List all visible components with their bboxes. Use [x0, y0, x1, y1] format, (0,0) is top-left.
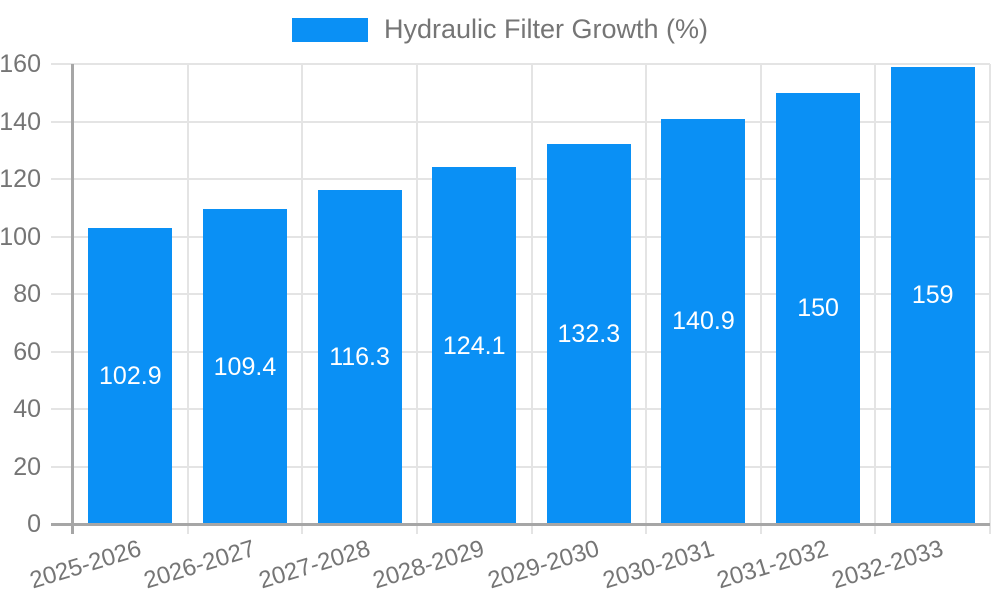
v-gridline	[874, 64, 877, 524]
y-tick-mark	[51, 350, 73, 353]
y-axis-line	[71, 64, 74, 534]
v-gridline	[301, 64, 304, 524]
y-axis-label: 40	[13, 395, 41, 423]
x-tick-mark	[874, 524, 877, 534]
x-axis-line	[51, 523, 990, 526]
bar[interactable]	[88, 228, 173, 524]
y-axis-label: 140	[0, 107, 41, 136]
x-tick-mark	[645, 524, 648, 534]
legend-label: Hydraulic Filter Growth (%)	[383, 14, 709, 44]
bar-value-label: 124.1	[442, 331, 506, 360]
bar[interactable]	[202, 209, 287, 524]
y-tick-mark	[51, 178, 73, 180]
bar-value-label: 102.9	[99, 362, 162, 391]
y-tick-mark	[51, 465, 73, 468]
bar-value-label: 132.3	[557, 319, 621, 348]
y-axis-label: 120	[0, 165, 41, 193]
bar[interactable]	[317, 189, 402, 524]
y-tick-mark	[51, 293, 73, 295]
bar[interactable]	[776, 92, 861, 524]
x-axis-label: 2027-2028	[255, 535, 374, 595]
legend: Hydraulic Filter Growth (%)	[0, 16, 1000, 43]
y-axis-label: 0	[27, 510, 41, 538]
x-axis-label: 2032-2033	[828, 535, 947, 595]
x-axis-label: 2028-2029	[370, 535, 488, 595]
y-tick-mark	[51, 120, 73, 123]
x-axis-label: 2030-2031	[599, 535, 718, 595]
x-axis-label: 2029-2030	[484, 535, 603, 595]
y-axis-label: 20	[13, 452, 41, 481]
x-tick-mark	[415, 524, 418, 534]
bar[interactable]	[890, 66, 975, 524]
y-axis-label: 80	[13, 280, 41, 308]
plot-area: 0 20 40 60 80 100 120 140 160 102.9 2025-2026 109.4…	[0, 51, 991, 594]
v-gridline	[759, 64, 762, 524]
x-axis-label: 2031-2032	[714, 535, 832, 595]
x-axis-label: 2026-2027	[140, 535, 259, 595]
bar[interactable]	[661, 118, 746, 524]
v-gridline	[186, 64, 189, 524]
bar-value-label: 116.3	[329, 342, 390, 371]
bar[interactable]	[432, 167, 517, 524]
y-axis-label: 160	[0, 50, 41, 78]
y-axis-label: 100	[0, 222, 41, 251]
y-tick-mark	[51, 63, 73, 65]
bar-value-label: 159	[911, 281, 954, 310]
bar-value-label: 140.9	[672, 307, 735, 336]
bar-value-label: 109.4	[213, 352, 277, 381]
x-tick-mark	[759, 524, 762, 534]
x-tick-mark	[186, 524, 189, 534]
x-axis-label: 2025-2026	[26, 535, 144, 595]
x-tick-mark	[989, 524, 991, 534]
v-gridline	[645, 64, 648, 524]
v-gridline	[989, 64, 991, 524]
y-axis-label: 60	[13, 337, 41, 366]
y-tick-mark	[51, 408, 73, 410]
v-gridline	[530, 64, 533, 524]
x-tick-mark	[530, 524, 533, 534]
bar-value-label: 150	[797, 294, 839, 323]
bar[interactable]	[546, 143, 631, 524]
y-tick-mark	[51, 235, 73, 238]
legend-swatch	[291, 17, 368, 42]
v-gridline	[415, 64, 418, 524]
x-tick-mark	[301, 524, 304, 534]
